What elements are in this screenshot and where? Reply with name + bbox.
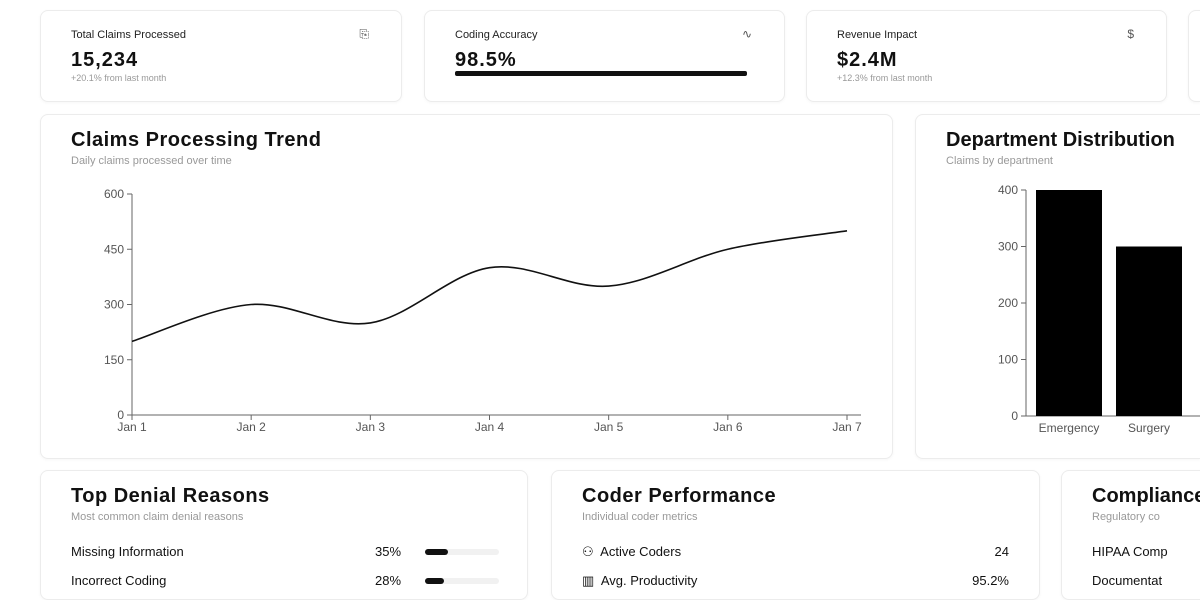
- kpi-value: $2.4M: [837, 49, 898, 71]
- claims-trend-card: Claims Processing Trend Daily claims pro…: [40, 114, 893, 459]
- card-subtitle: Most common claim denial reasons: [71, 511, 244, 523]
- kpi-card-coding-accuracy: Coding Accuracy ∿ 98.5%: [424, 10, 785, 102]
- metric-value: 24: [994, 544, 1009, 559]
- y-tick-label: 150: [104, 353, 124, 367]
- card-title: Department Distribution: [946, 129, 1175, 151]
- denial-reasons-card: Top Denial Reasons Most common claim den…: [40, 470, 528, 600]
- denial-value: 28%: [375, 573, 402, 588]
- kpi-card-revenue-impact: Revenue Impact $ $2.4M +12.3% from last …: [806, 10, 1167, 102]
- users-icon: ⚇: [582, 544, 594, 559]
- line-chart: 0 150 300 450 600 Jan 1 Jan 2 Jan 3 Jan 4 Jan 5 Ja…: [104, 187, 862, 434]
- kpi-label: Total Claims Processed: [71, 29, 186, 41]
- card-subtitle: Daily claims processed over time: [71, 155, 232, 167]
- department-distribution-card: Department Distribution Claims by depart…: [915, 114, 1200, 459]
- x-tick-label: Jan 7: [832, 420, 862, 434]
- x-tick-label: Jan 4: [475, 420, 505, 434]
- card-subtitle: Regulatory co: [1092, 511, 1160, 523]
- y-tick-label: 300: [104, 298, 124, 312]
- kpi-change: +20.1% from last month: [71, 73, 167, 83]
- kpi-label: Coding Accuracy: [455, 29, 538, 41]
- coder-performance-card: Coder Performance Individual coder metri…: [551, 470, 1040, 600]
- card-title: Compliance: [1092, 485, 1200, 507]
- x-tick-label: Emergency: [1039, 421, 1100, 435]
- bar-emergency: [1036, 190, 1102, 416]
- kpi-card-partial: [1188, 10, 1200, 102]
- bar-chart-icon: ▥: [582, 573, 595, 588]
- x-tick-label: Surgery: [1128, 421, 1170, 435]
- metric-value: 95.2%: [972, 573, 1009, 588]
- kpi-value: 15,234: [71, 49, 139, 71]
- x-tick-label: Jan 1: [117, 420, 147, 434]
- denial-label: Incorrect Coding: [71, 573, 167, 588]
- denial-label: Missing Information: [71, 544, 184, 559]
- y-tick-label: 200: [998, 296, 1018, 310]
- x-tick-label: Jan 6: [713, 420, 743, 434]
- kpi-label: Revenue Impact: [837, 29, 918, 41]
- activity-icon: ∿: [741, 27, 752, 41]
- card-title: Top Denial Reasons: [71, 485, 270, 507]
- x-tick-label: Jan 2: [236, 420, 266, 434]
- card-title: Coder Performance: [582, 485, 777, 507]
- trend-line: [131, 230, 848, 343]
- compliance-item: HIPAA Comp: [1092, 544, 1168, 559]
- y-tick-label: 400: [998, 183, 1018, 197]
- metric-label: Avg. Productivity: [600, 573, 698, 588]
- x-tick-label: Jan 5: [594, 420, 624, 434]
- y-tick-label: 600: [104, 187, 124, 201]
- kpi-card-total-claims: Total Claims Processed ⎘ 15,234 +20.1% f…: [40, 10, 402, 102]
- bar-surgery: [1116, 246, 1182, 416]
- denial-bar: [425, 549, 499, 555]
- y-tick-label: 100: [998, 353, 1018, 367]
- kpi-change: +12.3% from last month: [837, 73, 933, 83]
- denial-bar: [425, 578, 499, 584]
- dollar-icon: $: [1127, 27, 1134, 41]
- compliance-card: Compliance Regulatory co HIPAA Comp Docu…: [1061, 470, 1200, 600]
- y-tick-label: 300: [998, 240, 1018, 254]
- bar-chart: 0 100 200 300 400 Emergency Surgery: [998, 183, 1200, 435]
- y-tick-label: 450: [104, 242, 124, 256]
- metric-label: Active Coders: [600, 544, 682, 559]
- card-subtitle: Individual coder metrics: [582, 511, 698, 523]
- x-tick-label: Jan 3: [356, 420, 386, 434]
- accuracy-progress-bar: [455, 71, 747, 76]
- card-subtitle: Claims by department: [946, 155, 1053, 167]
- kpi-value: 98.5%: [455, 49, 517, 71]
- denial-value: 35%: [375, 544, 402, 559]
- document-icon: ⎘: [359, 27, 369, 41]
- compliance-item: Documentat: [1092, 573, 1163, 588]
- y-tick-label: 0: [117, 408, 124, 422]
- y-tick-label: 0: [1011, 409, 1018, 423]
- card-title: Claims Processing Trend: [71, 129, 322, 151]
